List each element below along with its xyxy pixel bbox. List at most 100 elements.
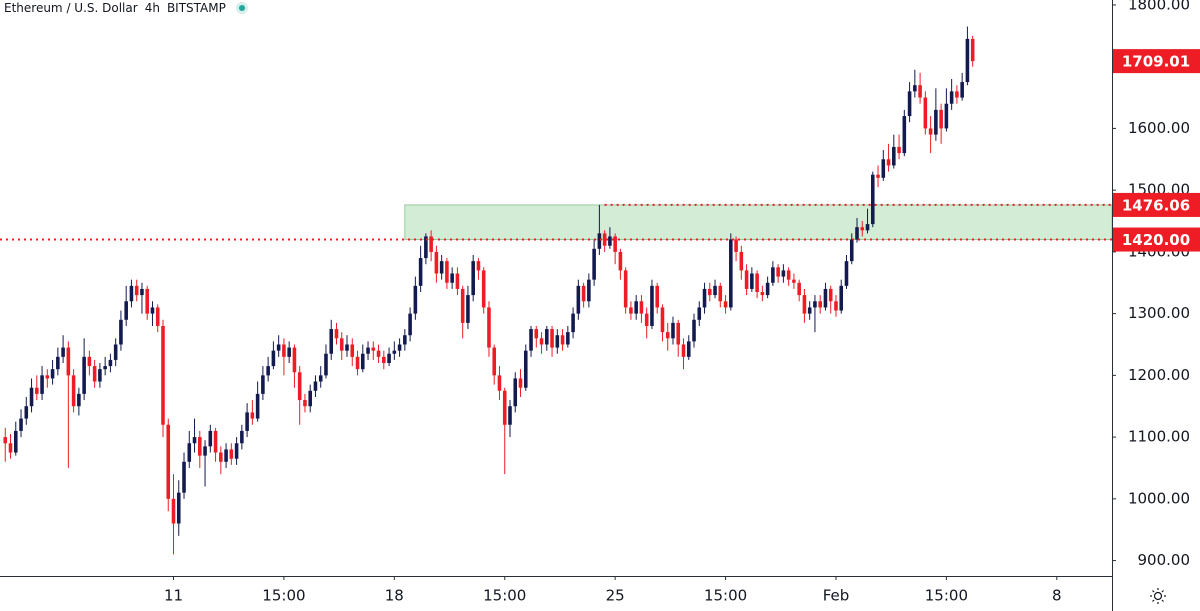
candle-body	[676, 322, 681, 345]
candle-body	[476, 261, 481, 271]
candle-body	[713, 285, 717, 296]
candle-body	[219, 452, 223, 462]
level-label: 1420.00	[1122, 231, 1190, 249]
candle-body	[224, 449, 228, 462]
y-tick-label: 1600.00	[1128, 119, 1190, 137]
candle-body	[471, 261, 475, 296]
y-tick-label: 1000.00	[1128, 489, 1190, 507]
candle-body	[282, 344, 286, 357]
candle-body	[870, 174, 875, 225]
candle-body	[587, 279, 591, 302]
candle-body	[450, 273, 454, 283]
candle-body	[508, 406, 512, 425]
candle-body	[366, 347, 370, 354]
candle-body	[445, 261, 449, 283]
candle-body	[581, 285, 586, 302]
candle-body	[955, 91, 959, 98]
candle-body	[3, 437, 8, 444]
candle-body	[187, 443, 192, 462]
candle-body	[813, 301, 817, 308]
candle-body	[807, 307, 812, 314]
candle-body	[245, 412, 249, 431]
candle-body	[907, 91, 912, 117]
candle-body	[681, 344, 686, 357]
candle-body	[497, 375, 502, 391]
candle-body	[371, 347, 376, 351]
candle-body	[970, 38, 975, 62]
candle-body	[923, 97, 928, 129]
candle-body	[208, 430, 213, 447]
candle-body	[571, 313, 575, 333]
candle-body	[98, 369, 102, 382]
candle-body	[860, 227, 865, 231]
candle-body	[203, 446, 207, 456]
candle-body	[965, 38, 970, 83]
candle-body	[408, 313, 412, 336]
candle-body	[150, 307, 155, 314]
y-tick-label: 1800.00	[1128, 0, 1190, 13]
x-tick-label: 15:00	[483, 587, 526, 605]
candle-body	[566, 332, 570, 345]
candle-body	[434, 251, 439, 274]
candle-body	[339, 338, 344, 351]
candle-body	[29, 387, 34, 407]
candle-body	[397, 344, 402, 351]
candle-body	[502, 390, 507, 425]
candle-body	[313, 381, 318, 391]
candle-body	[744, 270, 749, 289]
candle-body	[13, 430, 18, 453]
settings-icon[interactable]	[1150, 588, 1166, 604]
candle-body	[576, 285, 581, 314]
x-tick-label: 15:00	[262, 587, 305, 605]
candle-body	[639, 301, 644, 314]
candle-body	[50, 369, 55, 379]
candle-body	[466, 295, 470, 323]
candle-body	[345, 344, 349, 351]
candle-body	[707, 288, 712, 296]
candle-body	[229, 449, 234, 459]
x-tick-label: 18	[385, 587, 404, 605]
candle-body	[318, 375, 323, 382]
last-price-label: 1709.01	[1122, 53, 1190, 71]
candle-body	[545, 329, 549, 345]
candle-body	[692, 319, 696, 342]
candle-body	[266, 366, 270, 376]
candle-body	[902, 116, 907, 154]
symbol-title: Ethereum / U.S. Dollar	[4, 1, 138, 15]
candle-body	[77, 393, 81, 407]
candle-body	[45, 375, 50, 379]
candle-body	[913, 85, 917, 92]
y-tick-label: 1100.00	[1128, 428, 1190, 446]
candle-body	[8, 443, 13, 453]
candle-body	[555, 335, 560, 348]
candle-body	[82, 356, 86, 394]
candle-body	[166, 424, 171, 499]
candle-body	[750, 273, 754, 289]
candle-body	[802, 295, 807, 314]
candle-body	[686, 341, 691, 357]
candle-body	[892, 146, 896, 166]
candle-body	[550, 329, 554, 348]
candle-body	[865, 224, 870, 231]
candle-body	[413, 285, 418, 314]
candle-body	[881, 159, 886, 178]
candle-body	[671, 322, 675, 339]
candle-body	[513, 378, 518, 407]
candle-body	[87, 356, 92, 367]
candle-body	[592, 248, 596, 280]
candle-body	[145, 288, 150, 314]
candle-body	[944, 103, 949, 129]
candle-body	[382, 356, 386, 364]
symbol-header: Ethereum / U.S. Dollar 4h BITSTAMP	[4, 1, 245, 15]
candle-body	[455, 273, 460, 289]
candle-body	[355, 356, 360, 370]
candle-body	[66, 347, 71, 376]
candle-body	[129, 285, 134, 302]
candle-body	[155, 307, 160, 326]
candle-body	[124, 301, 128, 320]
zone	[404, 204, 1112, 240]
x-tick-label: 15:00	[704, 587, 747, 605]
candle-body	[608, 236, 612, 246]
candle-body	[771, 267, 775, 283]
